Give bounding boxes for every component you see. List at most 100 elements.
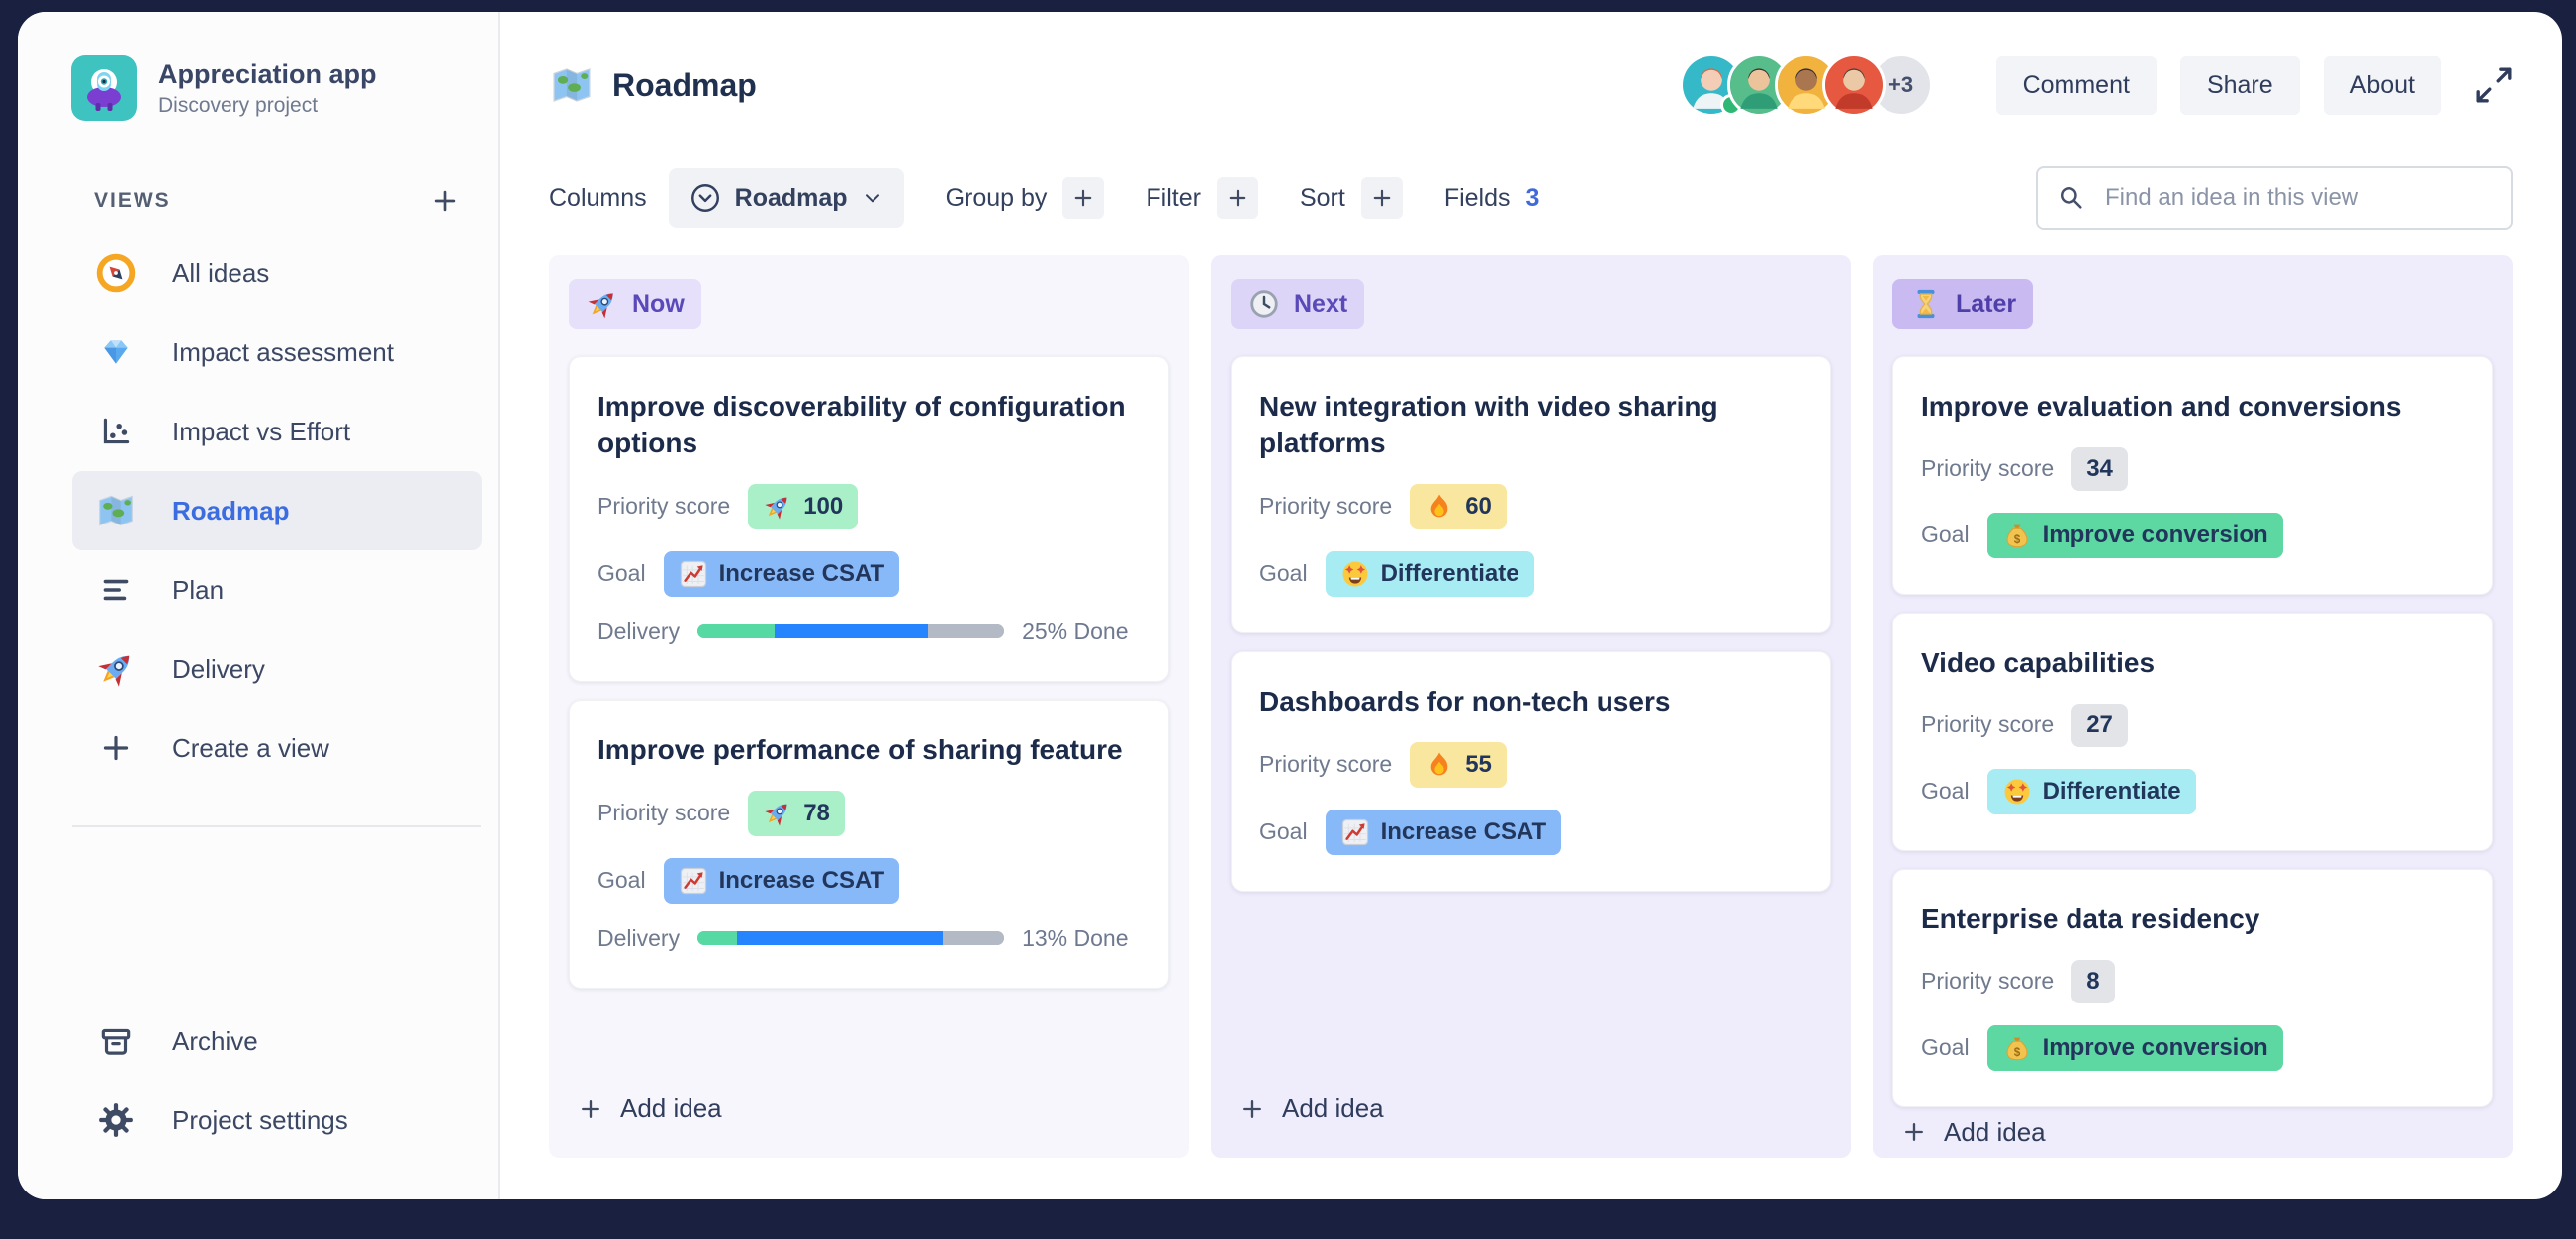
project-name: Appreciation app [158, 59, 377, 90]
sidebar-item-delivery[interactable]: Delivery [72, 629, 482, 709]
expand-icon[interactable] [2475, 66, 2513, 104]
sidebar-item-impact-assessment[interactable]: Impact assessment [72, 313, 482, 392]
sidebar-divider [72, 825, 481, 827]
priority-score-row: Priority score 60 [1259, 483, 1802, 529]
chart-increasing-icon [679, 559, 708, 589]
idea-card-title: Improve discoverability of configuration… [598, 391, 1126, 458]
idea-card[interactable]: New integration with video sharing platf… [1231, 356, 1831, 633]
goal-badge[interactable]: Increase CSAT [1325, 809, 1562, 855]
sidebar-item-label: Project settings [172, 1104, 348, 1135]
goal-label: Goal [1259, 818, 1308, 845]
goal-badge[interactable]: $ Improve conversion [1986, 1024, 2283, 1071]
goal-row: Goal Increase CSAT [598, 857, 1141, 904]
idea-card[interactable]: Enterprise data residency Priority score 8… [1892, 868, 2493, 1107]
column-header-now[interactable]: Now [569, 279, 701, 329]
rocket-icon [763, 799, 792, 828]
goal-badge[interactable]: $ Improve conversion [1986, 512, 2283, 558]
goal-value: Differentiate [1380, 559, 1519, 587]
header-buttons: Comment Share About [1973, 55, 2441, 115]
avatar-4[interactable] [1821, 53, 1886, 117]
filter-label: Filter [1146, 183, 1201, 212]
goal-label: Goal [1921, 522, 1970, 548]
chevron-down-icon [861, 186, 884, 210]
fields-label: Fields [1443, 183, 1511, 212]
priority-score-badge[interactable]: 78 [748, 790, 845, 836]
sidebar-item-plan[interactable]: Plan [72, 550, 482, 629]
fields-control[interactable]: Fields 3 [1444, 184, 1540, 213]
view-selector-dropdown[interactable]: Roadmap [668, 168, 904, 228]
priority-score-badge[interactable]: 55 [1410, 741, 1507, 788]
column-next: Next New integration with video sharing p… [1211, 255, 1851, 1158]
sidebar-item-roadmap[interactable]: Roadmap [72, 471, 482, 550]
idea-card[interactable]: Improve evaluation and conversions Priori… [1892, 356, 2493, 595]
about-button[interactable]: About [2323, 55, 2441, 115]
add-idea-button[interactable]: Add idea [1892, 1107, 2493, 1152]
delivery-label: Delivery [598, 618, 681, 644]
group-by-add-icon[interactable] [1062, 177, 1105, 219]
goal-badge[interactable]: Increase CSAT [663, 550, 900, 597]
delivery-row: Delivery 13% Done [598, 925, 1141, 952]
column-header-next[interactable]: Next [1231, 279, 1365, 329]
search-input[interactable] [2103, 183, 2493, 213]
sidebar-item-project-settings[interactable]: Project settings [72, 1081, 482, 1160]
project-header[interactable]: Appreciation app Discovery project [71, 55, 478, 121]
goal-badge[interactable]: Differentiate [1986, 768, 2196, 814]
clock-icon [1247, 287, 1281, 321]
priority-score-badge[interactable]: 100 [748, 483, 859, 529]
goal-value: Increase CSAT [718, 866, 885, 894]
sidebar-item-label: Roadmap [172, 495, 290, 525]
chart-increasing-icon [679, 866, 708, 896]
fire-icon [1425, 750, 1454, 780]
goal-badge[interactable]: Differentiate [1325, 550, 1534, 597]
sidebar-footer: Archive Project settings [72, 1001, 482, 1160]
hourglass-icon [1909, 287, 1943, 321]
fire-icon [1425, 492, 1454, 522]
sidebar-item-label: Delivery [172, 653, 265, 684]
chart-increasing-icon [1340, 817, 1370, 847]
circle-chevron-icon [689, 181, 722, 215]
add-idea-label: Add idea [1282, 1094, 1384, 1123]
progress-done-segment [697, 624, 775, 639]
sidebar-item-archive[interactable]: Archive [72, 1001, 482, 1081]
search-box[interactable] [2036, 166, 2513, 230]
idea-card[interactable]: Improve discoverability of configuration… [569, 356, 1169, 682]
sidebar-item-impact-vs-effort[interactable]: Impact vs Effort [72, 392, 482, 471]
idea-card[interactable]: Video capabilities Priority score 27 Goal Di… [1892, 612, 2493, 851]
svg-text:$: $ [2013, 1046, 2020, 1059]
map-icon [92, 487, 139, 534]
gear-icon [92, 1096, 139, 1144]
sidebar-item-label: Impact assessment [172, 336, 394, 367]
star-struck-icon [1340, 559, 1370, 589]
add-idea-button[interactable]: Add idea [569, 1084, 1169, 1128]
priority-score-row: Priority score 34 [1921, 446, 2464, 491]
priority-score-badge[interactable]: 8 [2071, 959, 2115, 1003]
align-left-icon [92, 566, 139, 614]
plus-icon [1900, 1118, 1928, 1146]
idea-card[interactable]: Dashboards for non-tech users Priority sc… [1231, 650, 1831, 892]
filter-add-icon[interactable] [1216, 177, 1258, 219]
plus-icon [1239, 1096, 1266, 1123]
column-header-later[interactable]: Later [1892, 279, 2034, 329]
sidebar-item-create-a-view[interactable]: Create a view [72, 709, 482, 788]
sort-add-icon[interactable] [1360, 177, 1403, 219]
priority-score-badge[interactable]: 60 [1410, 483, 1507, 529]
priority-score-label: Priority score [598, 800, 731, 826]
add-idea-button[interactable]: Add idea [1231, 1084, 1831, 1128]
gem-icon [92, 329, 139, 376]
progress-done-segment [697, 931, 738, 946]
goal-badge[interactable]: Increase CSAT [663, 857, 900, 904]
svg-text:$: $ [2013, 533, 2020, 546]
sidebar-item-all-ideas[interactable]: All ideas [72, 234, 482, 313]
avatar-overflow-count[interactable]: +3 [1869, 53, 1933, 117]
views-list: All ideas Impact assessment Impact vs Effo… [72, 234, 482, 788]
goal-row: Goal Differentiate [1921, 768, 2464, 814]
comment-button[interactable]: Comment [1995, 55, 2157, 115]
avatar-1[interactable] [1679, 53, 1743, 117]
column-later: Later Improve evaluation and conversions P… [1873, 255, 2513, 1158]
share-button[interactable]: Share [2179, 55, 2300, 115]
priority-score-badge[interactable]: 34 [2071, 446, 2128, 491]
add-view-plus-icon[interactable] [426, 182, 464, 220]
idea-card[interactable]: Improve performance of sharing feature Pr… [569, 699, 1169, 989]
goal-row: Goal $ Improve conversion [1921, 512, 2464, 558]
priority-score-badge[interactable]: 27 [2071, 703, 2128, 747]
